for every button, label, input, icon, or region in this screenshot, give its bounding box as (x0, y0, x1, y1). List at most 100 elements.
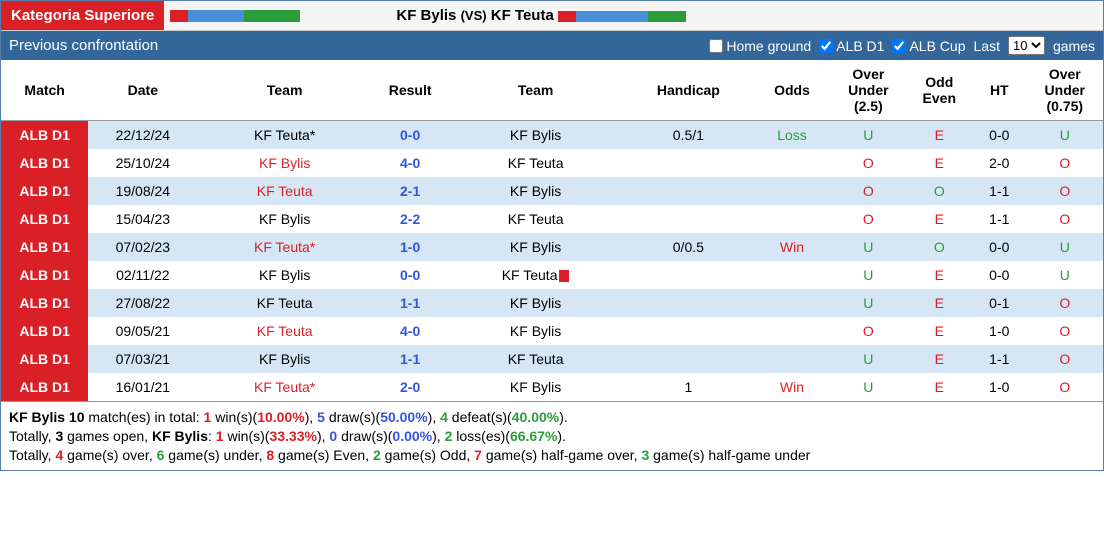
cell-team1[interactable]: KF Teuta* (197, 373, 372, 401)
table-row[interactable]: ALB D107/03/21KF Bylis1-1KF TeutaUE1-1O (1, 345, 1103, 373)
table-row[interactable]: ALB D109/05/21KF Teuta4-0KF BylisOE1-0O (1, 317, 1103, 345)
cell-odds: Win (754, 233, 830, 261)
col-oe: Odd Even (907, 60, 972, 121)
cell-result[interactable]: 0-0 (372, 261, 448, 289)
cell-match: ALB D1 (1, 317, 88, 345)
cell-match: ALB D1 (1, 289, 88, 317)
cell-ht: 2-0 (972, 149, 1027, 177)
cell-team1[interactable]: KF Teuta* (197, 121, 372, 150)
cell-team2[interactable]: KF Teuta (448, 205, 623, 233)
cell-result[interactable]: 1-1 (372, 345, 448, 373)
cell-result[interactable]: 4-0 (372, 317, 448, 345)
cell-team2[interactable]: KF Teuta (448, 149, 623, 177)
cell-team1[interactable]: KF Bylis (197, 261, 372, 289)
vs-label: (VS) (461, 8, 487, 23)
cell-team1[interactable]: KF Bylis (197, 345, 372, 373)
cell-team1[interactable]: KF Bylis (197, 149, 372, 177)
cell-team1[interactable]: KF Teuta* (197, 233, 372, 261)
cell-odds (754, 149, 830, 177)
cell-result[interactable]: 0-0 (372, 121, 448, 150)
cell-odds (754, 261, 830, 289)
cell-date: 09/05/21 (88, 317, 197, 345)
alb-d1-filter[interactable]: ALB D1 (819, 38, 884, 54)
cell-team2[interactable]: KF Bylis (448, 373, 623, 401)
cell-oe: E (907, 289, 972, 317)
cell-ht: 0-0 (972, 121, 1027, 150)
cell-result[interactable]: 1-1 (372, 289, 448, 317)
summary-line-2: Totally, 3 games open, KF Bylis: 1 win(s… (9, 428, 1095, 444)
cell-team2[interactable]: KF Bylis (448, 177, 623, 205)
cell-ht: 0-1 (972, 289, 1027, 317)
table-row[interactable]: ALB D102/11/22KF Bylis0-0KF TeutaUE0-0U (1, 261, 1103, 289)
cell-handicap (623, 345, 754, 373)
cell-date: 07/03/21 (88, 345, 197, 373)
cell-odds (754, 177, 830, 205)
cell-ou075: O (1027, 317, 1103, 345)
games-count-select[interactable]: 5101520 (1008, 36, 1045, 55)
table-row[interactable]: ALB D115/04/23KF Bylis2-2KF TeutaOE1-1O (1, 205, 1103, 233)
cell-result[interactable]: 2-1 (372, 177, 448, 205)
col-ou075: Over Under (0.75) (1027, 60, 1103, 121)
cell-handicap (623, 177, 754, 205)
cell-team1[interactable]: KF Teuta (197, 177, 372, 205)
col-team2: Team (448, 60, 623, 121)
table-row[interactable]: ALB D127/08/22KF Teuta1-1KF BylisUE0-1O (1, 289, 1103, 317)
col-team1: Team (197, 60, 372, 121)
table-row[interactable]: ALB D125/10/24KF Bylis4-0KF TeutaOE2-0O (1, 149, 1103, 177)
table-row[interactable]: ALB D116/01/21KF Teuta*2-0KF Bylis1WinUE… (1, 373, 1103, 401)
home-ground-checkbox[interactable] (709, 39, 723, 53)
cell-team2[interactable]: KF Teuta (448, 345, 623, 373)
cell-ou075: U (1027, 261, 1103, 289)
col-result: Result (372, 60, 448, 121)
cell-date: 27/08/22 (88, 289, 197, 317)
header-row: Match Date Team Result Team Handicap Odd… (1, 60, 1103, 121)
cell-match: ALB D1 (1, 345, 88, 373)
cell-result[interactable]: 2-2 (372, 205, 448, 233)
cell-ht: 1-1 (972, 205, 1027, 233)
cell-team2[interactable]: KF Bylis (448, 233, 623, 261)
cell-odds (754, 345, 830, 373)
cell-ou075: U (1027, 121, 1103, 150)
table-row[interactable]: ALB D122/12/24KF Teuta*0-0KF Bylis0.5/1L… (1, 121, 1103, 150)
cell-match: ALB D1 (1, 121, 88, 150)
cell-ht: 1-1 (972, 177, 1027, 205)
table-body: ALB D122/12/24KF Teuta*0-0KF Bylis0.5/1L… (1, 121, 1103, 402)
red-card-icon (559, 270, 569, 282)
cell-team2[interactable]: KF Bylis (448, 121, 623, 150)
cell-ou075: O (1027, 289, 1103, 317)
cell-ht: 0-0 (972, 261, 1027, 289)
alb-cup-filter[interactable]: ALB Cup (892, 38, 965, 54)
home-ground-filter[interactable]: Home ground (709, 38, 811, 54)
cell-date: 22/12/24 (88, 121, 197, 150)
table-row[interactable]: ALB D119/08/24KF Teuta2-1KF BylisOO1-1O (1, 177, 1103, 205)
cell-team2[interactable]: KF Bylis (448, 317, 623, 345)
color-strip-left (170, 10, 300, 22)
cell-date: 25/10/24 (88, 149, 197, 177)
cell-result[interactable]: 4-0 (372, 149, 448, 177)
cell-ou25: U (830, 345, 906, 373)
cell-oe: O (907, 177, 972, 205)
cell-oe: E (907, 317, 972, 345)
cell-ou25: O (830, 149, 906, 177)
cell-team2[interactable]: KF Teuta (448, 261, 623, 289)
cell-team1[interactable]: KF Bylis (197, 205, 372, 233)
cell-ht: 1-0 (972, 373, 1027, 401)
cell-ou25: U (830, 121, 906, 150)
cell-team1[interactable]: KF Teuta (197, 289, 372, 317)
cell-ou075: O (1027, 345, 1103, 373)
cell-result[interactable]: 1-0 (372, 233, 448, 261)
alb-cup-label: ALB Cup (909, 38, 965, 54)
cell-ou25: O (830, 317, 906, 345)
games-label: games (1053, 38, 1095, 54)
alb-d1-checkbox[interactable] (819, 39, 833, 53)
cell-ou075: O (1027, 205, 1103, 233)
cell-result[interactable]: 2-0 (372, 373, 448, 401)
cell-team1[interactable]: KF Teuta (197, 317, 372, 345)
col-ou25: Over Under (2.5) (830, 60, 906, 121)
cell-date: 02/11/22 (88, 261, 197, 289)
cell-team2[interactable]: KF Bylis (448, 289, 623, 317)
alb-cup-checkbox[interactable] (892, 39, 906, 53)
table-row[interactable]: ALB D107/02/23KF Teuta*1-0KF Bylis0/0.5W… (1, 233, 1103, 261)
cell-date: 16/01/21 (88, 373, 197, 401)
cell-oe: E (907, 205, 972, 233)
